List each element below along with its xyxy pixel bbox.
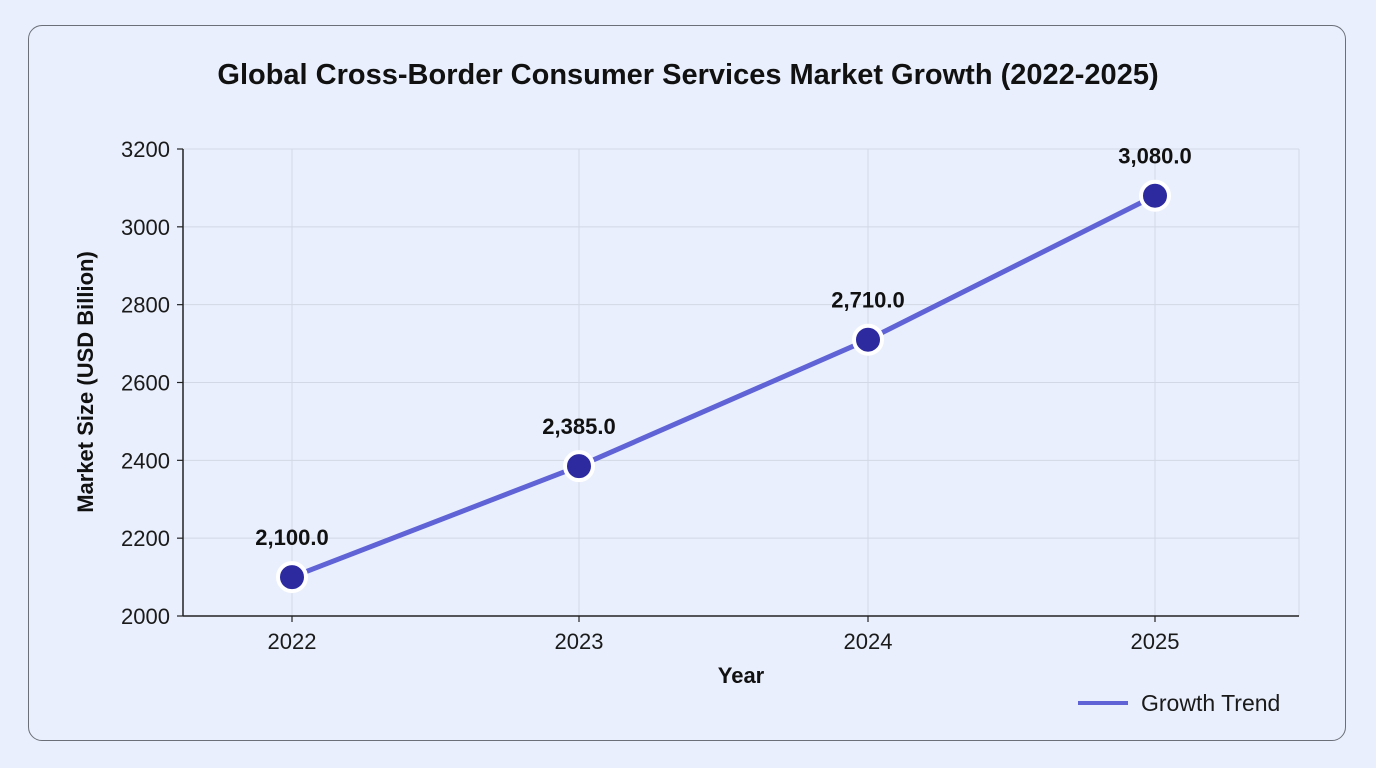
y-tick-label: 3200 (121, 137, 170, 162)
y-tick-label: 2600 (121, 371, 170, 396)
y-tick-label: 2800 (121, 293, 170, 318)
data-label: 2,100.0 (255, 525, 328, 550)
series-growth-trend (276, 179, 1171, 594)
series-line (289, 193, 1158, 580)
data-label: 2,710.0 (831, 288, 904, 313)
x-tick-labels: 2022 2023 2024 2025 (268, 616, 1180, 654)
y-tick-label: 2200 (121, 526, 170, 551)
x-tick-label: 2024 (844, 629, 893, 654)
data-point (563, 450, 595, 483)
y-tick-label: 3000 (121, 215, 170, 240)
data-point (276, 561, 308, 594)
x-axis-title: Year (718, 663, 765, 688)
x-tick-label: 2022 (268, 629, 317, 654)
y-axis-title: Market Size (USD Billion) (73, 251, 98, 513)
data-label: 3,080.0 (1118, 144, 1191, 169)
data-point (1139, 179, 1171, 212)
data-label: 2,385.0 (542, 414, 615, 439)
legend: Growth Trend (1078, 690, 1280, 716)
y-tick-label: 2000 (121, 604, 170, 629)
grid (183, 148, 1300, 616)
legend-label: Growth Trend (1141, 690, 1280, 716)
y-tick-labels: 2000 2200 2400 2600 2800 3000 3200 (121, 137, 183, 629)
x-tick-label: 2025 (1131, 629, 1180, 654)
x-tick-label: 2023 (555, 629, 604, 654)
data-point (852, 323, 884, 356)
y-tick-label: 2400 (121, 448, 170, 473)
data-labels: 2,100.0 2,385.0 2,710.0 3,080.0 (255, 144, 1191, 550)
chart-title: Global Cross-Border Consumer Services Ma… (217, 59, 1158, 91)
